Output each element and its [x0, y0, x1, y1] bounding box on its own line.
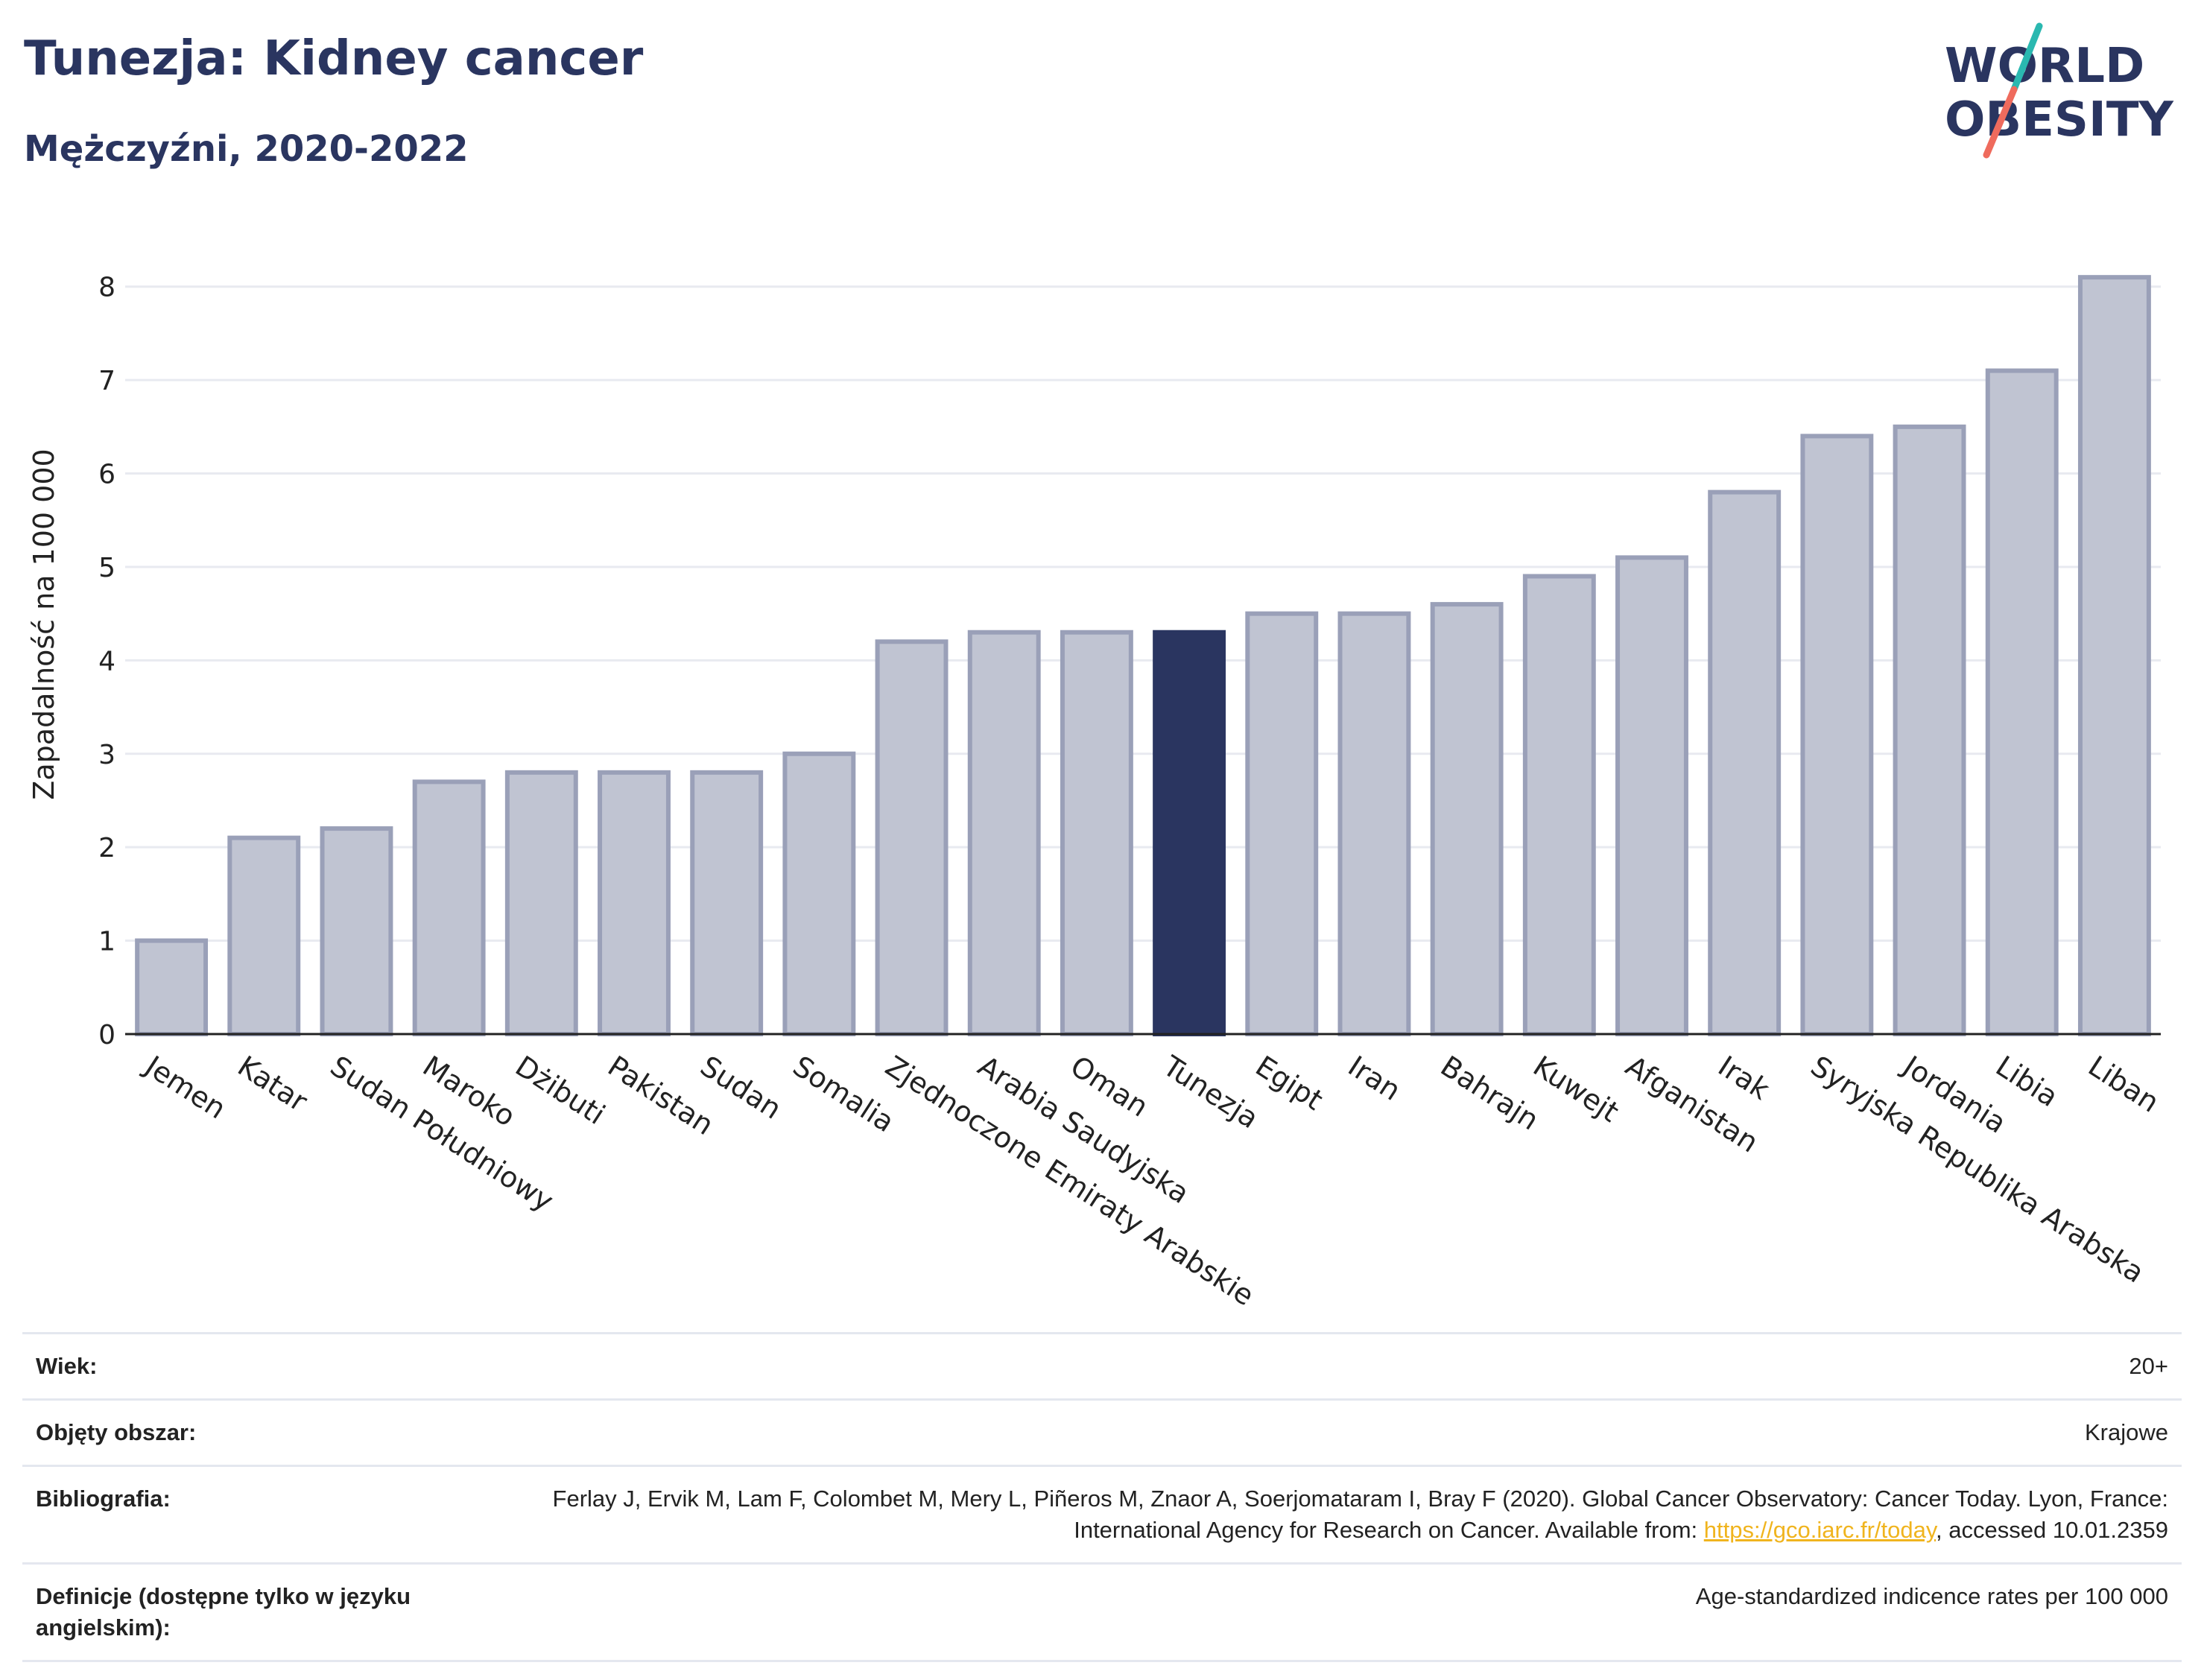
y-tick-label: 7: [98, 366, 115, 396]
bar-highlighted: [1153, 630, 1226, 1036]
bar: [135, 938, 209, 1037]
y-tick-label: 4: [98, 646, 115, 676]
x-tick-label: Jemen: [139, 1049, 232, 1126]
page-subtitle: Mężczyźni, 2020-2022: [24, 128, 469, 170]
logo-slash-bottom: [1983, 86, 2018, 159]
bar: [1430, 602, 1504, 1036]
bar: [875, 639, 949, 1036]
bar: [1800, 434, 1874, 1037]
bar: [967, 630, 1041, 1036]
x-tick-label: Kuwejt: [1527, 1050, 1625, 1129]
info-value-area: Krajowe: [511, 1398, 2182, 1467]
y-tick-label: 0: [98, 1020, 115, 1050]
x-tick-label: Somalia: [787, 1050, 900, 1139]
bar: [1708, 489, 1782, 1036]
bar: [1060, 630, 1133, 1036]
y-axis-label: Zapadalność na 100 000: [28, 448, 60, 799]
info-row-definitions: Definicje (dostępne tylko w języku angie…: [22, 1562, 2182, 1662]
bar: [2077, 275, 2151, 1036]
x-tick-label: Tunezja: [1156, 1049, 1264, 1135]
info-table: Wiek: 20+ Objęty obszar: Krajowe Bibliog…: [22, 1332, 2182, 1662]
bar: [1245, 611, 1319, 1036]
bar: [227, 835, 301, 1037]
bar: [598, 770, 671, 1036]
y-tick-label: 5: [98, 553, 115, 583]
bar: [1985, 368, 2059, 1036]
bar: [412, 779, 486, 1036]
bar: [504, 770, 578, 1036]
info-row-bibliography: Bibliografia: Ferlay J, Ervik M, Lam F, …: [22, 1465, 2182, 1565]
bibliography-link[interactable]: https://gco.iarc.fr/today: [1703, 1517, 1937, 1543]
bar: [782, 751, 856, 1036]
info-key-definitions: Definicje (dostępne tylko w języku angie…: [22, 1562, 511, 1662]
x-tick-label: Bahrajn: [1435, 1050, 1545, 1137]
y-tick-label: 8: [98, 273, 115, 303]
logo-text-obesity: OBESITY: [1945, 92, 2173, 148]
bars: [135, 275, 2151, 1037]
logo-slash-top: [2010, 22, 2043, 93]
bar: [1615, 555, 1688, 1036]
x-tick-label: Dżibuti: [510, 1050, 611, 1132]
bibliography-accessed: , accessed 10.01.2359: [1936, 1517, 2168, 1543]
bar: [320, 826, 393, 1036]
world-obesity-logo: WORLD OBESITY: [1945, 22, 2173, 159]
y-tick-label: 3: [98, 740, 115, 770]
x-tick-label: Liban: [2083, 1050, 2165, 1119]
info-value-definitions: Age-standardized indicence rates per 100…: [511, 1562, 2182, 1662]
info-key-bibliography: Bibliografia:: [22, 1465, 511, 1565]
y-tick-label: 6: [98, 460, 115, 490]
bar: [690, 770, 764, 1036]
page-title: Tunezja: Kidney cancer: [24, 31, 644, 86]
y-tick-label: 1: [98, 927, 115, 957]
info-value-age: 20+: [511, 1332, 2182, 1401]
bar: [1337, 611, 1411, 1036]
info-key-area: Objęty obszar:: [22, 1398, 511, 1467]
info-key-age: Wiek:: [22, 1332, 511, 1401]
info-row-age: Wiek: 20+: [22, 1332, 2182, 1401]
bar: [1522, 574, 1596, 1036]
info-row-area: Objęty obszar: Krajowe: [22, 1398, 2182, 1467]
x-tick-label: Katar: [232, 1050, 313, 1118]
bar: [1893, 424, 1966, 1036]
bibliography-text: Ferlay J, Ervik M, Lam F, Colombet M, Me…: [552, 1486, 2168, 1543]
x-tick-label: Libia: [1990, 1050, 2064, 1114]
x-tick-label: Irak: [1712, 1050, 1775, 1106]
info-value-bibliography: Ferlay J, Ervik M, Lam F, Colombet M, Me…: [511, 1465, 2182, 1565]
logo-text-world: WORLD: [1945, 39, 2144, 94]
y-tick-label: 2: [98, 833, 115, 863]
x-tick-label: Iran: [1343, 1050, 1407, 1107]
x-tick-label: Pakistan: [602, 1050, 719, 1142]
